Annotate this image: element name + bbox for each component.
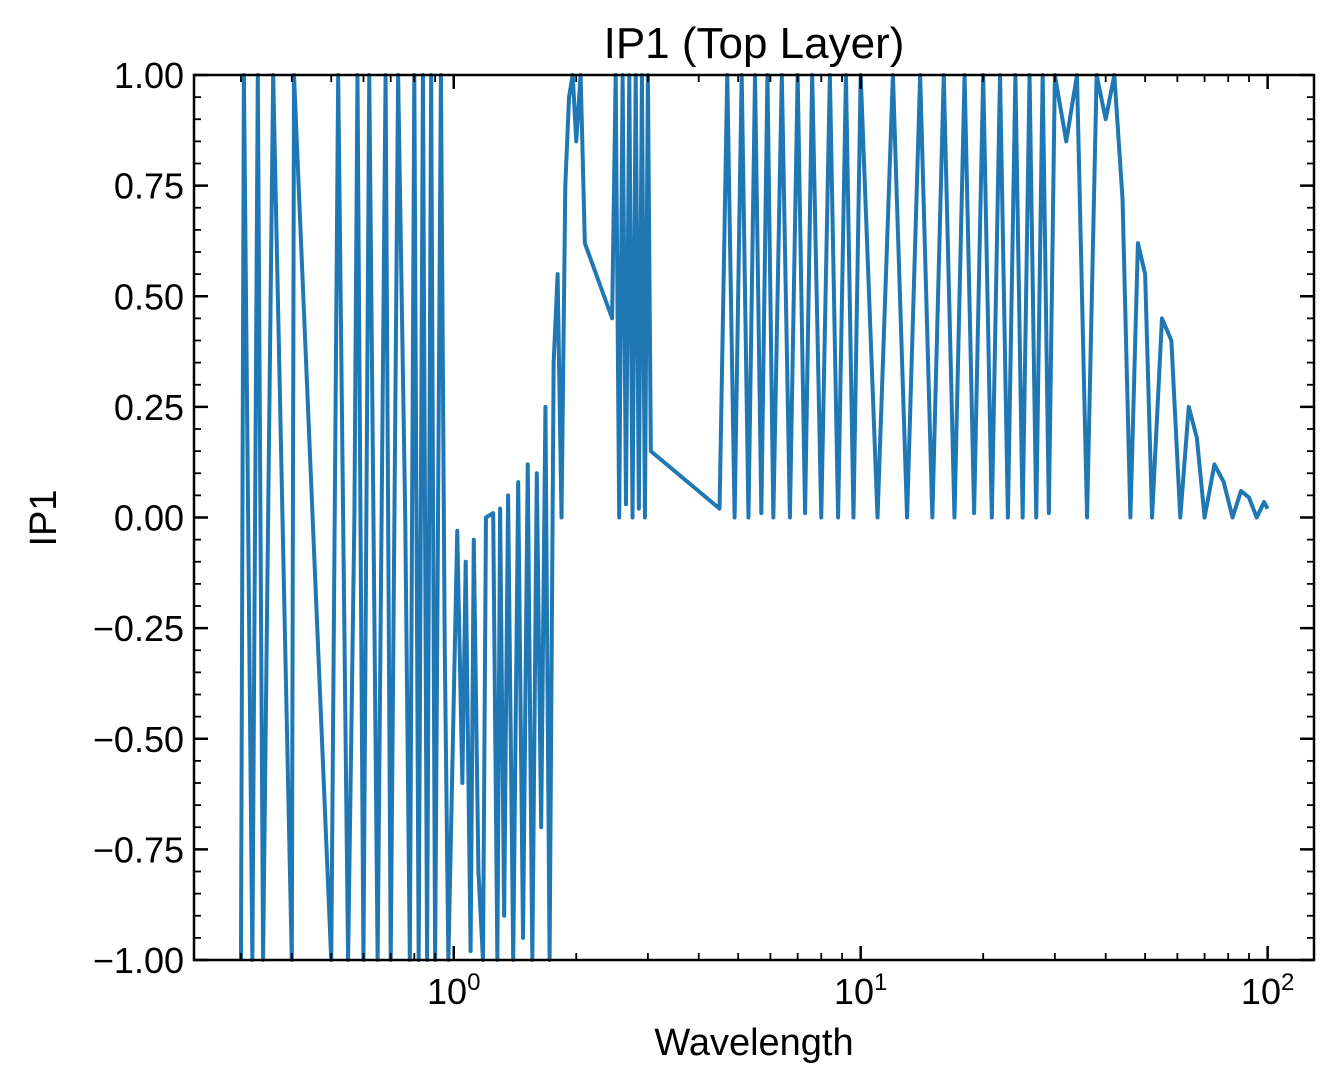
y-axis-title: IP1 <box>23 489 65 546</box>
y-tick-label: −0.25 <box>93 608 184 649</box>
x-tick-label: 102 <box>1241 969 1294 1012</box>
x-tick-label: 101 <box>834 969 887 1012</box>
y-tick-label: −1.00 <box>93 940 184 981</box>
chart-title: IP1 (Top Layer) <box>604 19 905 68</box>
y-tick-label: 0.25 <box>114 387 184 428</box>
y-tick-label: 0.50 <box>114 276 184 317</box>
plot-frame <box>192 73 1316 962</box>
y-tick-label: 0.00 <box>114 498 184 539</box>
y-tick-label: −0.50 <box>93 719 184 760</box>
y-tick-label: 1.00 <box>114 55 184 96</box>
series-line-0 <box>238 73 1270 962</box>
y-tick-label: 0.75 <box>114 166 184 207</box>
plot-area <box>238 73 1270 962</box>
x-axis-title: Wavelength <box>654 1022 853 1064</box>
x-axis: 100 101 102 <box>240 75 1294 1012</box>
x-tick-label: 100 <box>427 969 480 1012</box>
y-tick-label: −0.75 <box>93 829 184 870</box>
y-axis: 1.00 0.75 0.50 0.25 0.00 −0.25 −0.50 −0.75 −1.00 <box>93 55 1314 981</box>
